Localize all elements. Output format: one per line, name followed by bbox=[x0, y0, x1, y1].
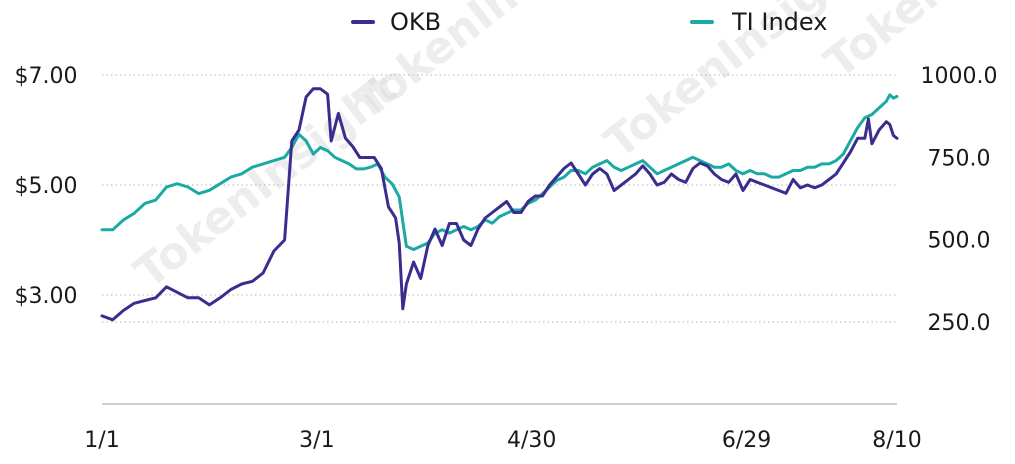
watermark-text: TokenInsight bbox=[345, 0, 626, 129]
x-tick-label: 6/29 bbox=[722, 428, 771, 453]
series-line-okb bbox=[100, 87, 899, 322]
x-tick-label: 8/10 bbox=[872, 428, 921, 453]
right-y-tick-label: 1000.0 bbox=[921, 64, 998, 89]
left-y-axis: $3.00 $5.00 $7.00 bbox=[15, 64, 78, 309]
right-y-tick-label: 500.0 bbox=[928, 229, 991, 254]
x-axis: 1/1 3/1 4/30 6/29 8/10 bbox=[84, 428, 921, 453]
right-y-tick-label: 250.0 bbox=[928, 311, 991, 336]
left-y-tick-label: $3.00 bbox=[15, 284, 78, 309]
left-y-tick-label: $5.00 bbox=[15, 174, 78, 199]
x-tick-label: 1/1 bbox=[84, 428, 119, 453]
x-tick-label: 3/1 bbox=[299, 428, 334, 453]
x-tick-label: 4/30 bbox=[507, 428, 556, 453]
right-y-axis: 250.0 500.0 750.0 1000.0 bbox=[921, 64, 998, 336]
legend-label: OKB bbox=[390, 8, 441, 36]
legend: OKB TI Index bbox=[351, 8, 827, 36]
series-line-ti-index bbox=[100, 93, 899, 251]
series-layer bbox=[100, 87, 899, 322]
watermark-layer: TokenInsightTokenInsightTokenInsightToke… bbox=[125, 0, 1015, 299]
left-y-tick-label: $7.00 bbox=[15, 64, 78, 89]
legend-label: TI Index bbox=[731, 8, 827, 36]
right-y-tick-label: 750.0 bbox=[928, 146, 991, 171]
